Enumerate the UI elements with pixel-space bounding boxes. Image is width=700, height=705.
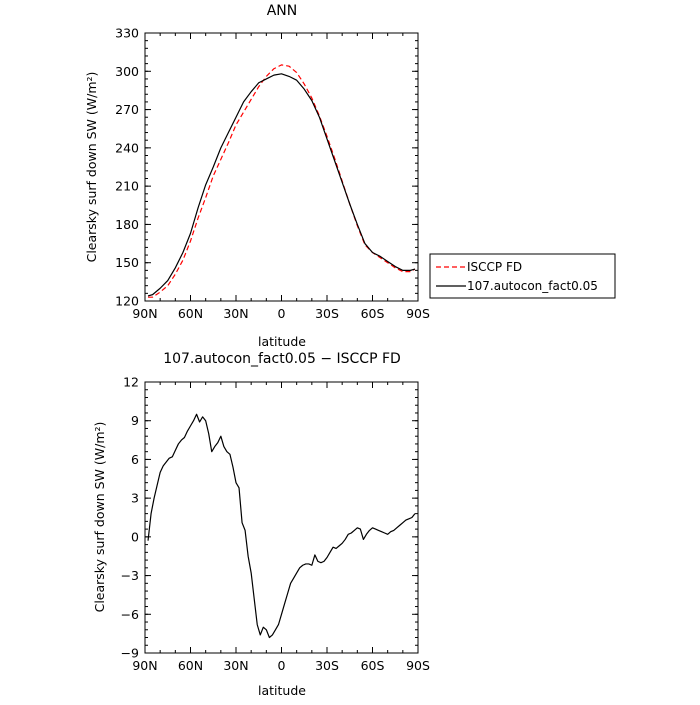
legend-label-isccp: ISCCP FD	[467, 260, 522, 274]
top-x-tick-label: 90S	[406, 306, 430, 321]
bottom-y-tick-label: 12	[123, 375, 139, 390]
bottom-x-tick-label: 30S	[315, 658, 339, 673]
top-y-tick-label: 210	[115, 179, 139, 194]
top-ticks: 90N 60N 30N 0 30S 60S 90S 120 150 180 210 240 270 300…	[115, 26, 430, 322]
bottom-x-tick-label: 90S	[406, 658, 430, 673]
bottom-y-tick-label: −6	[121, 607, 139, 622]
top-series-line-107-autocon-fact0-05	[147, 73, 416, 297]
top-x-tick-label: 30N	[223, 306, 248, 321]
bottom-chart-title: 107.autocon_fact0.05 − ISCCP FD	[163, 351, 401, 367]
bottom-x-tick-label: 60S	[361, 658, 385, 673]
top-y-tick-label: 330	[115, 26, 139, 41]
bottom-y-tick-label: −3	[121, 568, 139, 583]
top-plot-frame	[144, 32, 419, 302]
top-y-tick-label: 180	[115, 217, 139, 232]
bottom-y-tick-label: 6	[131, 452, 139, 467]
bottom-y-tick-label: 9	[131, 413, 139, 428]
top-x-tick-label: 30S	[315, 306, 339, 321]
top-x-tick-label: 60S	[361, 306, 385, 321]
top-chart-title: ANN	[267, 3, 298, 19]
top-y-tick-label: 300	[115, 64, 139, 79]
top-series-line-isccp-fd	[148, 64, 416, 298]
bottom-x-tick-label: 90N	[132, 658, 157, 673]
top-y-tick-label: 270	[115, 102, 139, 117]
top-x-tick-label: 0	[278, 306, 286, 321]
legend-label-model: 107.autocon_fact0.05	[467, 279, 598, 293]
top-y-tick-label: 240	[115, 140, 139, 155]
bottom-y-tick-label: 3	[131, 491, 139, 506]
top-y-axis-label: Clearsky surf down SW (W/m²)	[84, 72, 99, 263]
bottom-series-line-series-0	[147, 413, 416, 639]
legend: ISCCP FD 107.autocon_fact0.05	[429, 253, 616, 299]
bottom-panel: 107.autocon_fact0.05 − ISCCP FD 90N 60N 30…	[92, 351, 430, 698]
legend-box	[429, 253, 616, 299]
bottom-y-tick-label: 0	[131, 529, 139, 544]
bottom-series-layer	[147, 413, 416, 639]
top-x-tick-label: 90N	[132, 306, 157, 321]
bottom-y-axis-label: Clearsky surf down SW (W/m²)	[92, 422, 107, 613]
bottom-x-tick-label: 60N	[178, 658, 203, 673]
bottom-x-tick-label: 30N	[223, 658, 248, 673]
top-series-layer	[147, 64, 416, 298]
top-panel: ANN 90N 60N 30N 0 30S 60S 90S 120 150 180 210 240 27…	[84, 3, 430, 349]
top-x-tick-label: 60N	[178, 306, 203, 321]
bottom-x-tick-label: 0	[278, 658, 286, 673]
top-y-tick-label: 150	[115, 255, 139, 270]
top-y-tick-label: 120	[115, 294, 139, 309]
top-x-axis-label: latitude	[258, 334, 306, 349]
bottom-y-tick-label: −9	[121, 646, 139, 661]
bottom-x-axis-label: latitude	[258, 683, 306, 698]
bottom-ticks: 90N 60N 30N 0 30S 60S 90S −9 −6 −3 0 3 6 9 12	[121, 375, 430, 674]
